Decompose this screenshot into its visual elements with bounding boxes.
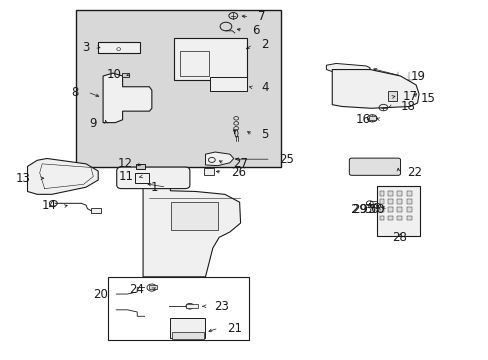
Bar xyxy=(387,199,392,204)
Polygon shape xyxy=(27,158,98,194)
Text: 8: 8 xyxy=(71,86,79,99)
Bar xyxy=(185,304,198,309)
Bar xyxy=(396,207,401,212)
Text: 5: 5 xyxy=(261,128,268,141)
Bar xyxy=(406,192,411,196)
Bar xyxy=(406,207,411,212)
Bar xyxy=(170,318,205,338)
Bar xyxy=(149,285,157,289)
Text: 23: 23 xyxy=(214,300,229,313)
Text: 30: 30 xyxy=(364,203,378,216)
Text: 14: 14 xyxy=(41,199,57,212)
Bar xyxy=(379,216,384,220)
Text: 17: 17 xyxy=(402,90,417,103)
Text: 21: 21 xyxy=(227,321,242,334)
Text: 25: 25 xyxy=(279,153,294,166)
Bar xyxy=(406,199,411,204)
Bar xyxy=(203,168,214,175)
Polygon shape xyxy=(103,73,152,123)
Text: 27: 27 xyxy=(233,157,248,170)
Bar xyxy=(76,10,281,167)
Text: 6: 6 xyxy=(251,24,259,37)
Text: 26: 26 xyxy=(231,166,246,179)
Bar xyxy=(135,173,149,183)
Text: 10: 10 xyxy=(106,68,122,81)
Text: 19: 19 xyxy=(409,69,425,82)
Bar xyxy=(379,199,384,204)
FancyBboxPatch shape xyxy=(117,167,189,189)
Polygon shape xyxy=(143,177,240,277)
Text: 20: 20 xyxy=(93,288,108,301)
Bar xyxy=(98,42,140,53)
Bar xyxy=(379,192,384,196)
Text: 2930: 2930 xyxy=(351,203,385,216)
Bar xyxy=(136,163,145,169)
Text: 1: 1 xyxy=(150,181,158,194)
Text: 2: 2 xyxy=(261,38,268,51)
Bar xyxy=(122,73,129,77)
Text: 12: 12 xyxy=(117,157,132,170)
Bar xyxy=(396,216,401,220)
Bar xyxy=(379,207,384,212)
Bar xyxy=(91,208,101,213)
Text: 7: 7 xyxy=(258,10,265,23)
FancyBboxPatch shape xyxy=(348,158,400,175)
Text: 15: 15 xyxy=(420,92,435,105)
Bar xyxy=(396,199,401,204)
Bar xyxy=(172,332,203,338)
Polygon shape xyxy=(205,152,233,166)
Bar xyxy=(387,192,392,196)
Text: 13: 13 xyxy=(16,172,31,185)
Text: 11: 11 xyxy=(119,170,134,183)
Text: 16: 16 xyxy=(355,113,369,126)
Bar xyxy=(180,51,209,76)
Bar xyxy=(376,186,419,235)
Text: 3: 3 xyxy=(82,41,90,54)
Text: 24: 24 xyxy=(129,283,144,296)
Text: 4: 4 xyxy=(261,81,268,94)
Bar xyxy=(210,77,246,91)
Bar xyxy=(387,91,396,101)
Text: 9: 9 xyxy=(90,117,97,130)
Bar xyxy=(173,39,246,80)
Bar xyxy=(387,216,392,220)
Text: 22: 22 xyxy=(407,166,422,179)
Bar xyxy=(387,207,392,212)
Text: 28: 28 xyxy=(392,231,407,244)
Bar xyxy=(171,202,217,230)
Bar xyxy=(396,192,401,196)
Polygon shape xyxy=(326,63,369,72)
Text: 29: 29 xyxy=(352,203,366,216)
Bar xyxy=(108,277,249,339)
Bar xyxy=(406,216,411,220)
Text: 18: 18 xyxy=(400,100,415,113)
Bar xyxy=(368,116,375,121)
Polygon shape xyxy=(331,69,418,108)
